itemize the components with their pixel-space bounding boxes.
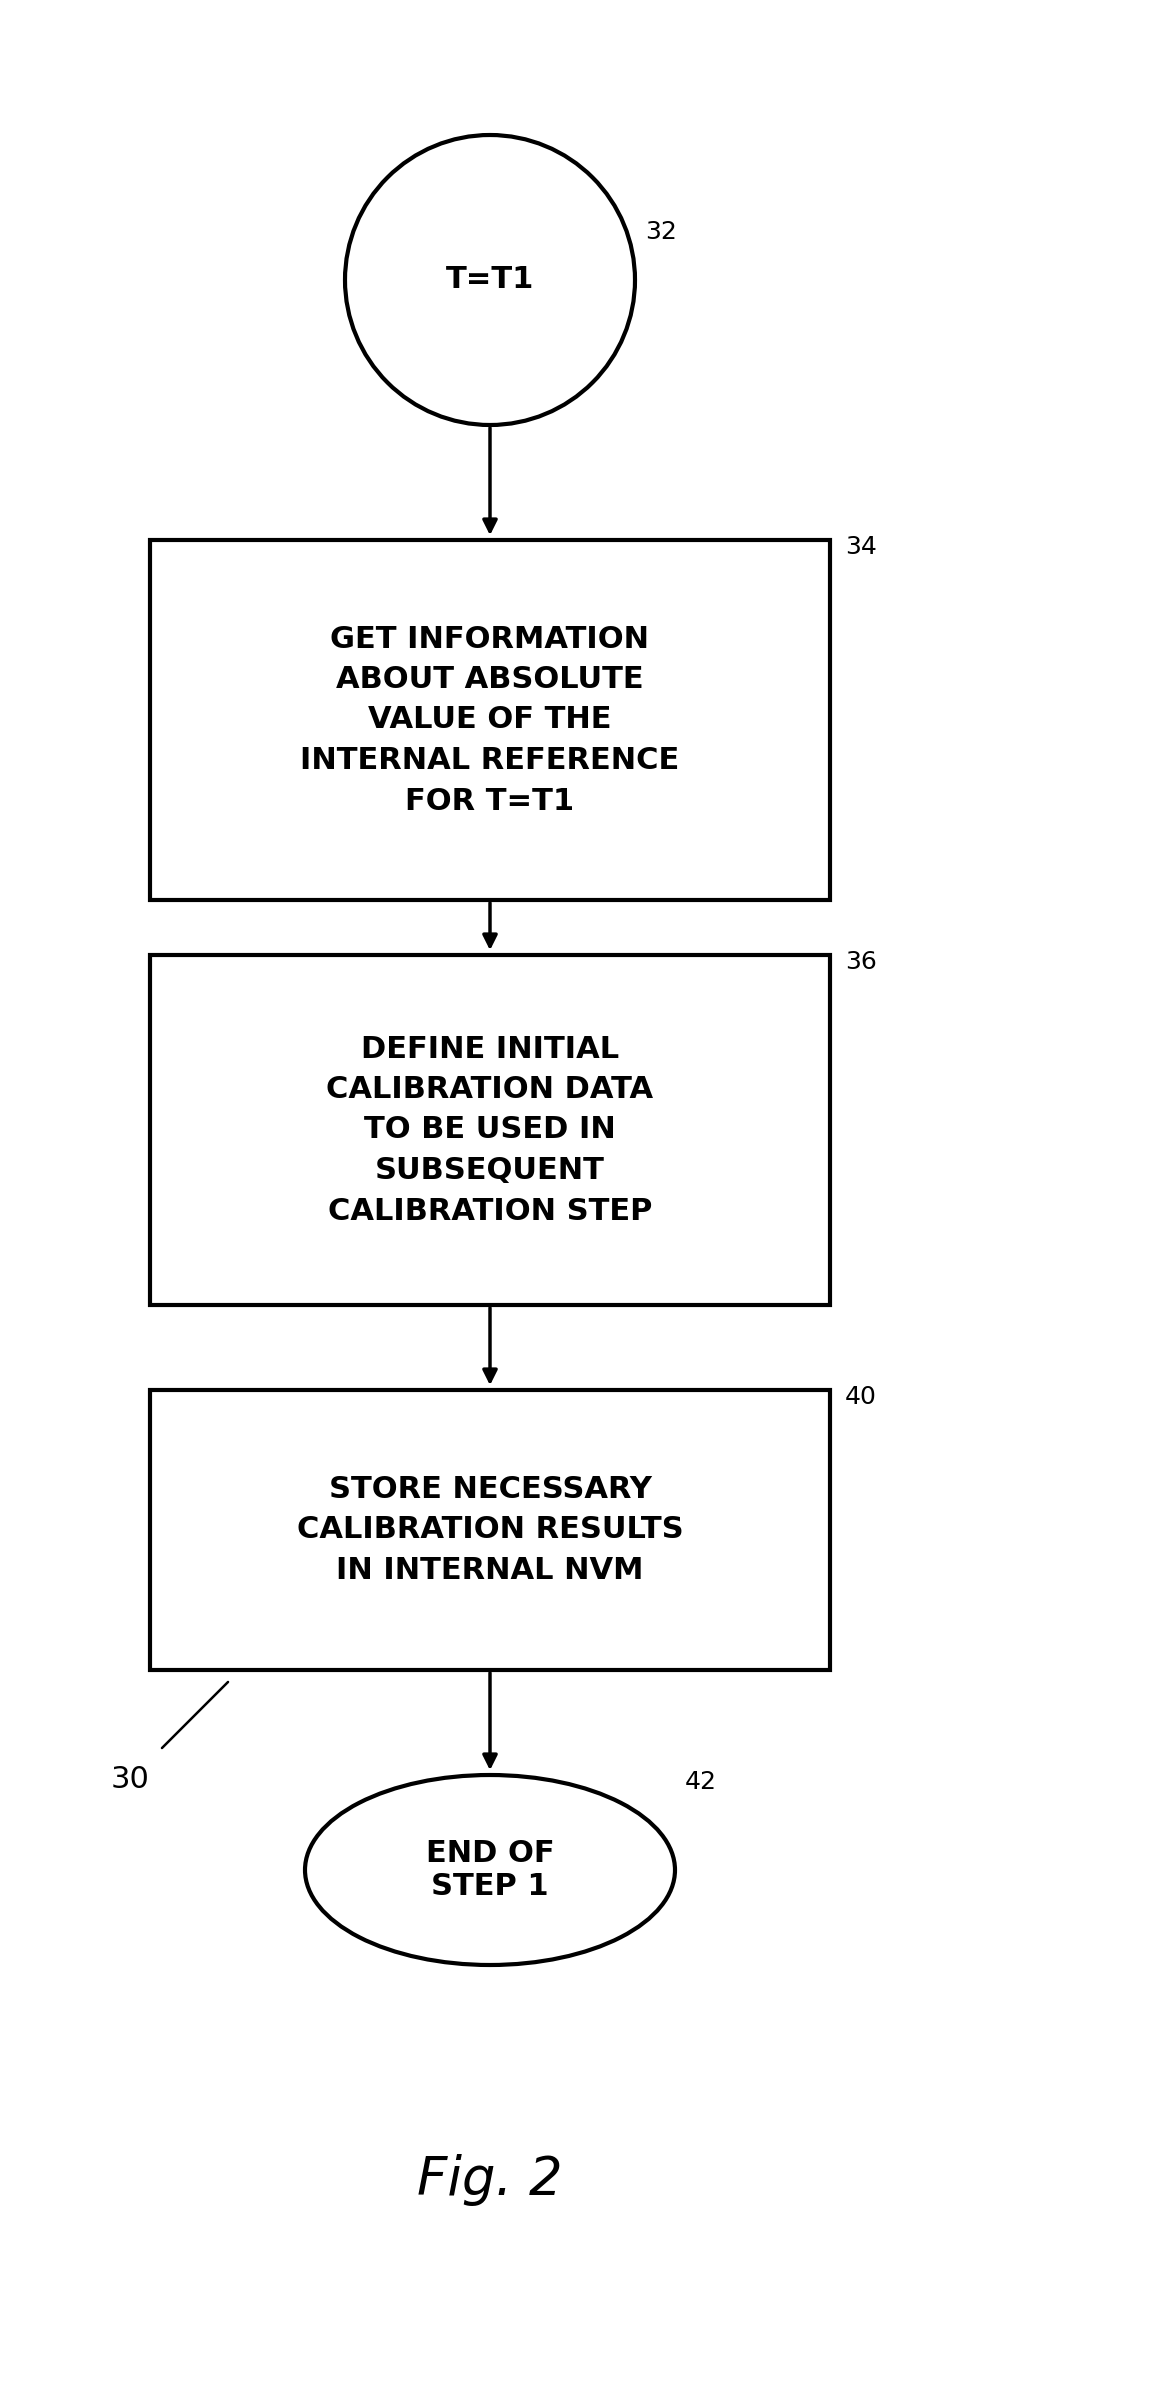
Text: 40: 40 (845, 1385, 877, 1409)
Text: GET INFORMATION
ABOUT ABSOLUTE
VALUE OF THE
INTERNAL REFERENCE
FOR T=T1: GET INFORMATION ABOUT ABSOLUTE VALUE OF … (301, 625, 679, 815)
Text: END OF
STEP 1: END OF STEP 1 (425, 1839, 555, 1902)
Text: STORE NECESSARY
CALIBRATION RESULTS
IN INTERNAL NVM: STORE NECESSARY CALIBRATION RESULTS IN I… (296, 1476, 684, 1584)
Text: 36: 36 (845, 950, 877, 974)
Ellipse shape (345, 135, 634, 426)
Text: 32: 32 (645, 221, 677, 243)
Text: Fig. 2: Fig. 2 (417, 2154, 563, 2207)
Bar (150, 954, 830, 1305)
Text: 30: 30 (110, 1765, 149, 1793)
Ellipse shape (306, 1774, 674, 1964)
Bar (150, 541, 830, 899)
Text: 42: 42 (685, 1769, 717, 1793)
Bar (150, 1390, 830, 1671)
Text: DEFINE INITIAL
CALIBRATION DATA
TO BE USED IN
SUBSEQUENT
CALIBRATION STEP: DEFINE INITIAL CALIBRATION DATA TO BE US… (327, 1034, 653, 1226)
Text: T=T1: T=T1 (445, 264, 535, 296)
Text: 34: 34 (845, 536, 877, 560)
